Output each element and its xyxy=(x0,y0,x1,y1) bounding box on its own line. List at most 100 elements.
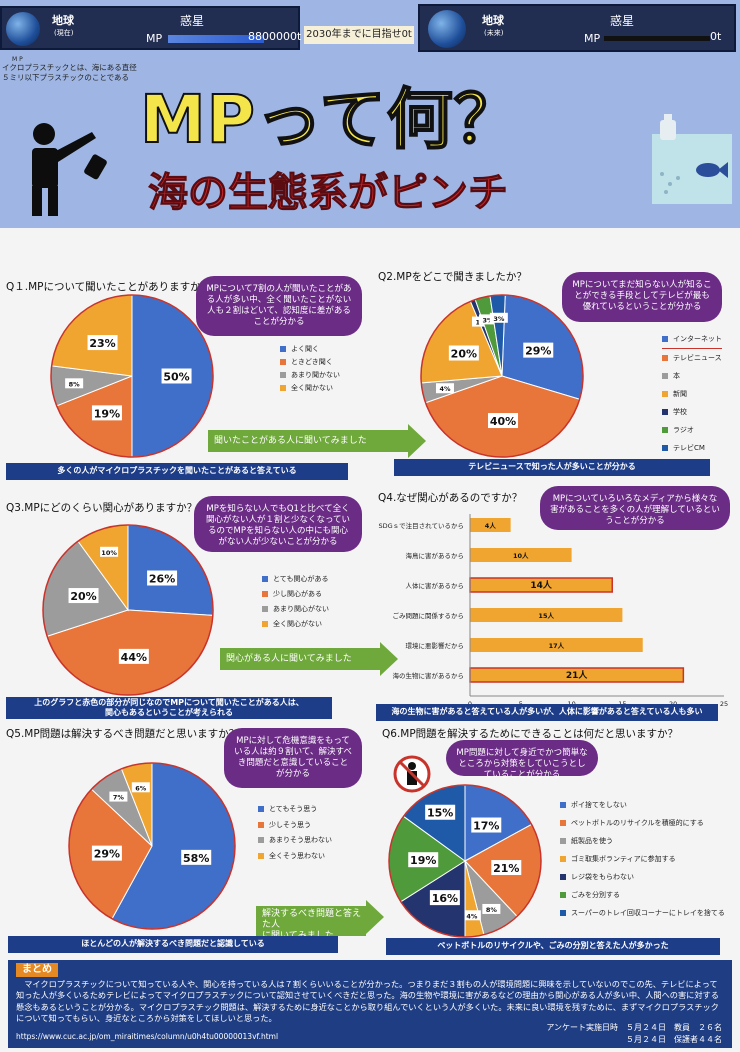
legend-label: 全く関心がない xyxy=(273,620,322,628)
legend-item: ときどき聞く xyxy=(280,356,340,369)
poster-title: MPって何？ xyxy=(139,80,521,159)
pie2-label-2: 4% xyxy=(435,383,454,394)
svg-text:8%: 8% xyxy=(486,906,498,914)
legend-item: テレビニュース xyxy=(662,349,722,367)
q4-category-label: 環境に悪影響だから xyxy=(406,641,465,650)
legend-swatch xyxy=(662,355,668,361)
legend-swatch xyxy=(262,621,268,627)
q5-legend: とてもそう思う 少しそう思う あまりそう思わない 全くそう思わない xyxy=(258,802,332,864)
mp-future-amount: 0t xyxy=(710,30,722,43)
pie6-outline xyxy=(388,784,542,938)
legend-label: ラジオ xyxy=(673,426,694,434)
svg-text:6%: 6% xyxy=(135,784,147,792)
mp-definition: イクロプラスチックとは、海にある直径 ５ミリ以下プラスチックのことである xyxy=(2,63,137,82)
q3-pie-chart: 26% 44% 20% 10% xyxy=(42,524,214,696)
q4-category-label: 海鳥に害があるから xyxy=(406,551,465,560)
q5-comment-bubble: MPに対して危機意識をもっている人は約９割いて、解決すべき問題だと意識しているこ… xyxy=(224,728,362,788)
q3-title: Q3.MPにどのくらい関心がありますか？ xyxy=(6,502,198,514)
q4-value-label: 10人 xyxy=(513,551,529,560)
future-mp-panel: 地球 (未来) 惑星 MP 0t xyxy=(418,4,736,52)
mp-current-bar xyxy=(168,35,264,43)
legend-item: レジ袋をもらわない xyxy=(560,868,725,886)
legend-label: テレビニュース xyxy=(673,354,722,362)
legend-item: 少しそう思う xyxy=(258,818,332,834)
svg-text:29%: 29% xyxy=(94,848,120,861)
pie3-label-1: 44% xyxy=(118,648,149,664)
legend-swatch xyxy=(560,892,566,898)
pie2-label-6: 3% xyxy=(489,312,508,323)
q4-tick-label: 0 xyxy=(468,700,472,706)
legend-item: 学校 xyxy=(662,403,722,421)
legend-label: よく聞く xyxy=(291,345,319,353)
legend-item: 紙製品を使う xyxy=(560,832,725,850)
earth-sub-label: (未来) xyxy=(484,29,504,37)
svg-text:17%: 17% xyxy=(473,820,499,833)
q1-legend: よく聞く ときどき聞く あまり聞かない 全く聞かない xyxy=(280,343,340,395)
legend-label: あまりそう思わない xyxy=(269,836,332,844)
legend-label: 本 xyxy=(673,372,680,380)
legend-swatch xyxy=(560,838,566,844)
earth-globe-icon xyxy=(6,12,40,46)
q4-value-label: 14人 xyxy=(530,579,553,591)
svg-text:29%: 29% xyxy=(525,345,551,358)
svg-text:20%: 20% xyxy=(70,590,96,603)
pie5-label-2: 7% xyxy=(109,791,128,802)
svg-text:44%: 44% xyxy=(121,651,147,664)
legend-item: スーパーのトレイ回収コーナーにトレイを捨てる xyxy=(560,904,725,922)
fish-icon xyxy=(660,162,728,194)
q2-legend: インターネット テレビニュース本新聞 学校 ラジオ テレビCM xyxy=(662,330,722,457)
svg-text:50%: 50% xyxy=(163,371,189,384)
legend-label: レジ袋をもらわない xyxy=(571,873,634,881)
q4-tick-label: 25 xyxy=(720,700,728,706)
pie6-label-4: 16% xyxy=(429,890,460,906)
pie5-label-0: 58% xyxy=(181,849,212,865)
legend-item: 少し関心がある xyxy=(262,587,329,602)
svg-text:4%: 4% xyxy=(466,912,478,920)
mp-label: MP xyxy=(146,32,163,45)
svg-text:8%: 8% xyxy=(69,380,81,388)
legend-swatch xyxy=(258,837,264,843)
svg-text:3%: 3% xyxy=(493,315,505,323)
person-littering-icon xyxy=(32,123,107,216)
poster-subtitle: 海の生態系がピンチ xyxy=(148,169,509,217)
q4-bar xyxy=(470,608,623,622)
legend-swatch xyxy=(560,802,566,808)
legend-swatch xyxy=(662,427,668,433)
legend-item: インターネット xyxy=(662,330,722,349)
q2-comment-bubble: MPについてまだ知らない人が知ることができる手段としてテレビが最も優れているとい… xyxy=(562,272,722,322)
pie2-label-1: 40% xyxy=(488,413,519,429)
q6-comment-bubble: MP問題に対して身近でかつ簡単なところから対策をしていこうとしていることが分かる xyxy=(446,740,598,780)
legend-item: 本 xyxy=(662,367,722,385)
legend-label: あまり聞かない xyxy=(291,371,340,379)
legend-swatch xyxy=(560,820,566,826)
summary-title: まとめ xyxy=(16,963,58,977)
legend-swatch xyxy=(262,606,268,612)
q4-value-label: 4人 xyxy=(485,521,497,530)
legend-item: あまり聞かない xyxy=(280,369,340,382)
pie1-label-0: 50% xyxy=(161,368,192,384)
legend-label: 学校 xyxy=(673,408,687,416)
svg-text:19%: 19% xyxy=(94,407,120,420)
planet-label: 惑星 xyxy=(180,14,205,28)
legend-label: ゴミ取集ボランティアに参加する xyxy=(571,855,676,863)
svg-text:3%: 3% xyxy=(482,316,494,324)
svg-text:15%: 15% xyxy=(427,807,453,820)
q5-summary-banner: ほとんどの人が解決するべき問題だと認識している xyxy=(8,936,338,953)
q2-title: Q2.MPをどこで聞きましたか？ xyxy=(378,271,527,283)
legend-item: 全くそう思わない xyxy=(258,849,332,865)
q4-bar xyxy=(470,638,643,652)
q5-title: Q5.MP問題は解決するべき問題だと思いますか？ xyxy=(6,728,240,740)
legend-label: インターネット xyxy=(673,335,722,343)
q4-value-label: 21人 xyxy=(566,669,589,681)
legend-swatch xyxy=(280,346,286,352)
legend-label: 全くそう思わない xyxy=(269,851,325,860)
legend-swatch xyxy=(560,874,566,880)
mp-ruby: M P xyxy=(12,56,23,63)
q5-pie-chart: 58% 29% 7% 6% xyxy=(68,762,236,930)
legend-label: 少し関心がある xyxy=(273,590,322,598)
svg-text:26%: 26% xyxy=(149,572,175,585)
q6-title: Q6.MP問題を解決するためにできることは何だと思いますか？ xyxy=(382,728,678,740)
legend-swatch xyxy=(262,591,268,597)
pie6-label-1: 21% xyxy=(491,860,522,876)
